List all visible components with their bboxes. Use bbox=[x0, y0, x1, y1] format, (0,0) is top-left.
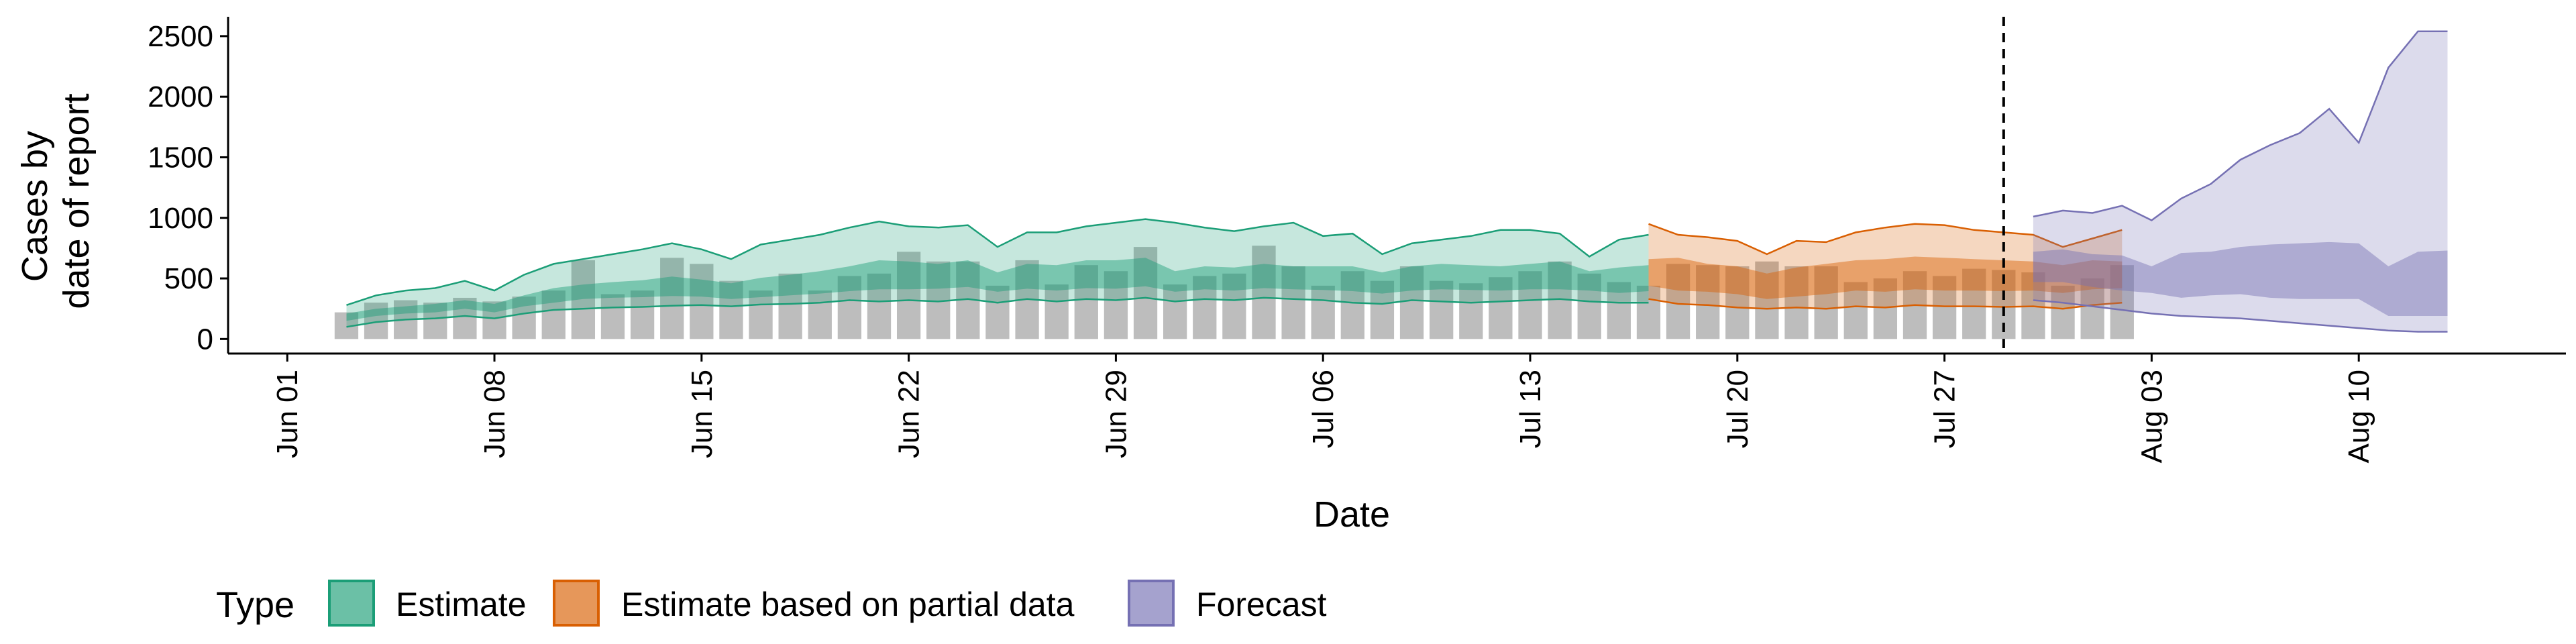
forecast-outer-band bbox=[2033, 31, 2448, 332]
observed-bar bbox=[512, 297, 536, 339]
observed-bar bbox=[690, 264, 714, 339]
x-axis-ticks: Jun 01 Jun 08 Jun 15 Jun 22 Jun 29 Jul 06 Jul … bbox=[271, 354, 2375, 463]
x-tick-label: Jul 13 bbox=[1514, 370, 1547, 448]
observed-bar bbox=[1074, 265, 1098, 339]
observed-bar bbox=[1607, 282, 1631, 339]
observed-bar bbox=[1133, 247, 1158, 339]
x-tick-label: Jul 06 bbox=[1307, 370, 1340, 448]
observed-bar bbox=[1518, 271, 1542, 339]
observed-bar bbox=[2051, 285, 2075, 339]
estimate-lower-edge bbox=[346, 297, 1649, 328]
observed-bar bbox=[1430, 280, 1454, 339]
x-axis-title: Date bbox=[1313, 494, 1390, 535]
observed-bar bbox=[1104, 271, 1128, 339]
observed-bar bbox=[1163, 284, 1187, 339]
estimate-based-on-partial-data-lower-edge bbox=[1648, 298, 2123, 310]
observed-bar bbox=[1193, 276, 1217, 339]
estimate-based-on-partial-data-upper-edge bbox=[1648, 223, 2123, 256]
observed-bar bbox=[482, 301, 506, 339]
observed-bar bbox=[719, 280, 743, 339]
y-axis-title: Cases by date of report bbox=[15, 93, 97, 309]
y-tick-label: 2000 bbox=[148, 80, 213, 113]
estimate-upper-edge bbox=[346, 218, 1649, 306]
observed-bar bbox=[1843, 282, 1868, 339]
observed-bar bbox=[867, 273, 892, 339]
observed-bar bbox=[1962, 268, 1986, 339]
observed-bar bbox=[1459, 283, 1483, 339]
observed-bar bbox=[423, 303, 447, 339]
y-axis-ticks: 0 500 1000 1500 2000 2500 bbox=[148, 20, 228, 356]
observed-bar bbox=[1873, 278, 1898, 339]
y-tick-label: 1000 bbox=[148, 202, 213, 235]
legend-key-estimate bbox=[328, 580, 375, 627]
y-tick-label: 1500 bbox=[148, 141, 213, 174]
observed-bar bbox=[808, 290, 832, 339]
observed-bar bbox=[1755, 261, 1779, 339]
x-tick-label: Jun 29 bbox=[1099, 370, 1132, 458]
observed-bar bbox=[778, 273, 802, 339]
observed-bar bbox=[1489, 277, 1513, 339]
y-tick-label: 500 bbox=[164, 262, 213, 295]
x-tick-label: Jun 08 bbox=[478, 370, 511, 458]
observed-bar bbox=[1814, 266, 1838, 339]
observed-bar bbox=[985, 285, 1010, 339]
observed-bar bbox=[1281, 266, 1305, 339]
observed-bar bbox=[1725, 266, 1750, 339]
observed-bar bbox=[1252, 246, 1276, 339]
observed-bar bbox=[1399, 266, 1424, 339]
x-tick-label: Aug 10 bbox=[2343, 370, 2375, 463]
observed-bar bbox=[1340, 271, 1364, 339]
observed-bar bbox=[2080, 278, 2104, 339]
observed-bar bbox=[2110, 265, 2134, 339]
observed-bar bbox=[1044, 284, 1069, 339]
x-tick-label: Jul 27 bbox=[1929, 370, 1962, 448]
x-tick-label: Jun 22 bbox=[893, 370, 926, 458]
legend-title: Type bbox=[216, 585, 294, 625]
observed-bar bbox=[1577, 273, 1601, 339]
legend-label-forecast: Forecast bbox=[1196, 586, 1327, 623]
observed-bar bbox=[1696, 265, 1720, 339]
observed-bar bbox=[600, 294, 625, 339]
legend: Type Estimate Estimate based on partial … bbox=[216, 580, 1327, 627]
x-tick-label: Aug 03 bbox=[2135, 370, 2168, 463]
observed-bar bbox=[1932, 276, 1957, 339]
y-tick-label: 2500 bbox=[148, 20, 213, 53]
observed-bar bbox=[1311, 285, 1335, 339]
observed-bar bbox=[896, 252, 921, 339]
observed-cases-bars bbox=[334, 246, 2134, 339]
estimate-bands bbox=[346, 30, 2448, 333]
observed-bar bbox=[1784, 266, 1809, 339]
legend-key-partial bbox=[553, 580, 600, 627]
observed-bar bbox=[541, 290, 566, 339]
observed-bar bbox=[571, 260, 596, 339]
forecast-upper-edge bbox=[2033, 30, 2448, 221]
legend-label-partial: Estimate based on partial data bbox=[621, 586, 1075, 623]
observed-bar bbox=[1666, 264, 1690, 339]
y-tick-label: 0 bbox=[197, 323, 213, 356]
observed-bar bbox=[837, 276, 862, 339]
observed-bar bbox=[453, 297, 477, 339]
y-axis-title-line-2: date of report bbox=[56, 93, 97, 309]
legend-label-estimate: Estimate bbox=[396, 586, 527, 623]
x-tick-label: Jul 20 bbox=[1721, 370, 1754, 448]
legend-key-forecast bbox=[1128, 580, 1175, 627]
estimate-inner-band bbox=[346, 258, 1649, 321]
forecast-inner-band bbox=[2033, 241, 2448, 316]
x-tick-label: Jun 15 bbox=[686, 370, 718, 458]
observed-bar bbox=[1370, 280, 1395, 339]
observed-bar bbox=[1222, 273, 1246, 339]
observed-bar bbox=[630, 290, 655, 339]
observed-bar bbox=[1636, 285, 1661, 339]
observed-bar bbox=[660, 258, 684, 339]
forecast-lower-edge bbox=[2033, 299, 2448, 333]
x-tick-label: Jun 01 bbox=[271, 370, 304, 458]
observed-bar bbox=[749, 290, 773, 339]
y-axis-title-line-1: Cases by bbox=[15, 131, 55, 282]
